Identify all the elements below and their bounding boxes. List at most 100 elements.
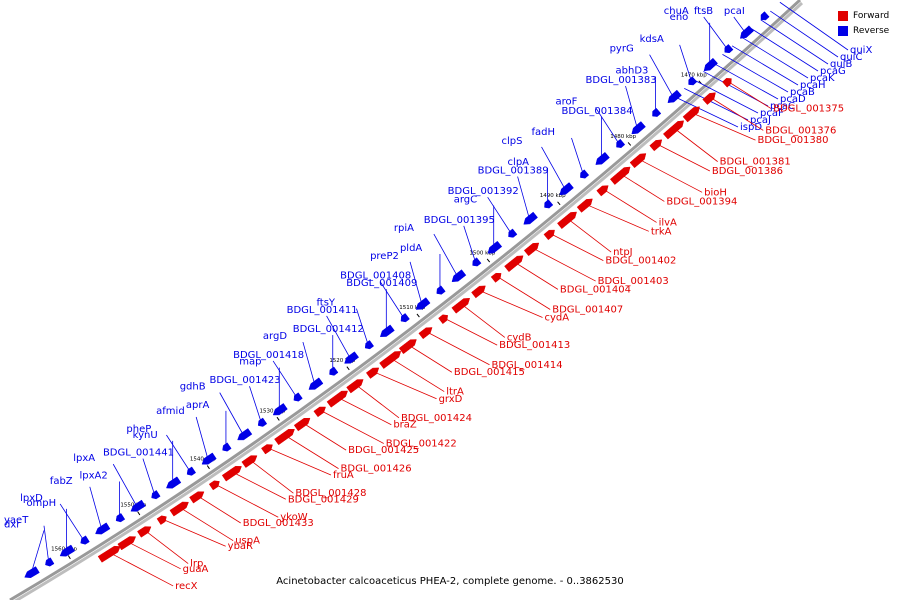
reverse-gene-arrow <box>487 240 503 254</box>
forward-gene-label: BDGL_001407 <box>552 305 623 316</box>
forward-gene-arrow <box>596 185 609 197</box>
forward-gene-arrow <box>156 515 167 525</box>
forward-gene-leader <box>232 471 286 500</box>
reverse-gene-leader <box>89 486 103 530</box>
reverse-gene-label: BDGL_001441 <box>103 448 174 459</box>
forward-gene-label: BDGL_001404 <box>560 284 631 295</box>
reverse-gene-arrow <box>151 490 161 500</box>
reverse-gene-label: ftsB <box>694 6 713 17</box>
forward-gene-arrow <box>543 229 555 241</box>
axis-tick-label: 1480 kbp <box>610 134 636 140</box>
forward-gene-label: grxD <box>439 394 463 405</box>
forward-gene-label: trkA <box>651 226 672 237</box>
reverse-gene-arrow <box>308 377 324 390</box>
reverse-gene-label: ftsY <box>316 298 335 309</box>
reverse-gene-arrow <box>508 228 518 238</box>
reverse-gene-leader <box>770 10 839 58</box>
genome-axis-group: 1470 kbp 1480 kbp 1490 kbp 1500 kbp 1510 kbp… <box>9 0 804 600</box>
reverse-gene-label: BDGL_001418 <box>233 350 304 361</box>
forward-gene-leader <box>285 435 339 469</box>
reverse-gene-label: rpiA <box>394 223 414 234</box>
forward-gene-leader <box>461 304 506 338</box>
reverse-gene-label: clpS <box>502 136 523 147</box>
forward-gene-arrow <box>261 444 273 455</box>
forward-gene-label: BDGL_001386 <box>712 166 783 177</box>
forward-gene-arrow <box>326 390 348 408</box>
reverse-gene-label: aprA <box>186 400 210 411</box>
reverse-gene-leader <box>712 62 779 100</box>
forward-gene-leader <box>621 174 665 202</box>
reverse-gene-leader <box>166 434 191 473</box>
reverse-gene-label: chuA <box>664 6 689 17</box>
forward-gene-leader <box>250 459 294 494</box>
forward-gene-leader <box>179 507 234 542</box>
axis-tick-label: 1470 kbp <box>681 72 707 78</box>
reverse-gene-leader <box>741 36 809 79</box>
forward-gene-label: ybaR <box>228 541 253 552</box>
reverse-gene-arrow <box>760 11 770 21</box>
reverse-gene-arrow <box>166 476 182 489</box>
reverse-gene-arrow <box>580 169 590 179</box>
axis-tick-label: 1490 kbp <box>540 193 566 199</box>
reverse-gene-leader <box>733 16 747 34</box>
reverse-gene-label: map <box>239 357 261 368</box>
forward-gene-arrow <box>523 242 540 257</box>
forward-gene-arrow <box>504 255 524 273</box>
forward-gene-arrow <box>662 120 685 140</box>
reverse-gene-arrow <box>201 452 217 465</box>
reverse-gene-arrow <box>24 566 40 578</box>
axis-tick-label: 1540 kbp <box>190 457 216 463</box>
forward-gene-arrow <box>117 536 137 551</box>
reverse-gene-arrow <box>257 417 268 427</box>
reverse-swatch <box>838 25 848 36</box>
forward-gene-label: BDGL_001413 <box>499 340 570 351</box>
axis-tick <box>276 416 280 421</box>
legend-forward: Forward <box>838 8 889 23</box>
forward-gene-label: BDGL_001429 <box>288 494 359 505</box>
legend-forward-label: Forward <box>853 10 890 21</box>
forward-gene-leader <box>320 410 384 444</box>
reverse-gene-leader <box>112 463 138 508</box>
forward-gene-arrow <box>398 339 417 355</box>
reverse-gene-leader <box>326 315 351 360</box>
reverse-right-genes: quiXquiCquiBpcaGpcaKpcaHpcaBpcaDpcaCpcaF… <box>674 1 872 133</box>
forward-gene-arrow <box>682 106 700 123</box>
forward-gene-label: BDGL_001402 <box>605 256 676 267</box>
forward-gene-arrow <box>722 78 732 88</box>
forward-gene-leader <box>408 344 453 373</box>
reverse-gene-label: pcaF <box>760 108 784 119</box>
forward-gene-arrow <box>169 501 189 517</box>
legend-reverse-label: Reverse <box>853 25 890 36</box>
reverse-gene-label: BDGL_001408 <box>340 271 411 282</box>
reverse-gene-label: BDGL_001423 <box>209 375 280 386</box>
forward-gene-label: fruA <box>333 470 354 481</box>
reverse-gene-label: fabZ <box>50 476 73 487</box>
forward-gene-label: recX <box>175 581 198 592</box>
forward-gene-leader <box>355 384 400 419</box>
forward-gene-arrow <box>221 466 242 482</box>
axis-tick-label: 1520 kbp <box>329 358 355 364</box>
reverse-gene-arrow <box>272 403 288 416</box>
forward-gene-arrow <box>293 417 311 432</box>
forward-gene-arrow <box>629 153 647 169</box>
forward-gene-label: BDGL_001426 <box>341 464 412 475</box>
reverse-gene-arrow <box>724 44 734 54</box>
reverse-gene-leader <box>409 261 423 306</box>
reverse-gene-label: pcaH <box>800 80 826 91</box>
reverse-gene-leader <box>30 530 45 574</box>
reverse-gene-leader <box>43 525 50 563</box>
reverse-gene-arrow <box>595 151 610 165</box>
forward-gene-label: BDGL_001424 <box>401 413 472 424</box>
forward-gene-leader <box>479 290 543 318</box>
reverse-gene-leader <box>679 44 693 82</box>
forward-gene-arrow <box>274 429 295 446</box>
forward-gene-arrow <box>471 285 486 299</box>
axis-shadow <box>14 1 804 600</box>
forward-gene-leader <box>373 371 437 400</box>
reverse-gene-label: BDGL_001383 <box>586 75 657 86</box>
forward-gene-label: BDGL_001414 <box>492 360 563 371</box>
reverse-gene-arrow <box>472 257 482 267</box>
forward-gene-leader <box>109 552 174 587</box>
reverse-gene-arrow <box>415 297 431 310</box>
